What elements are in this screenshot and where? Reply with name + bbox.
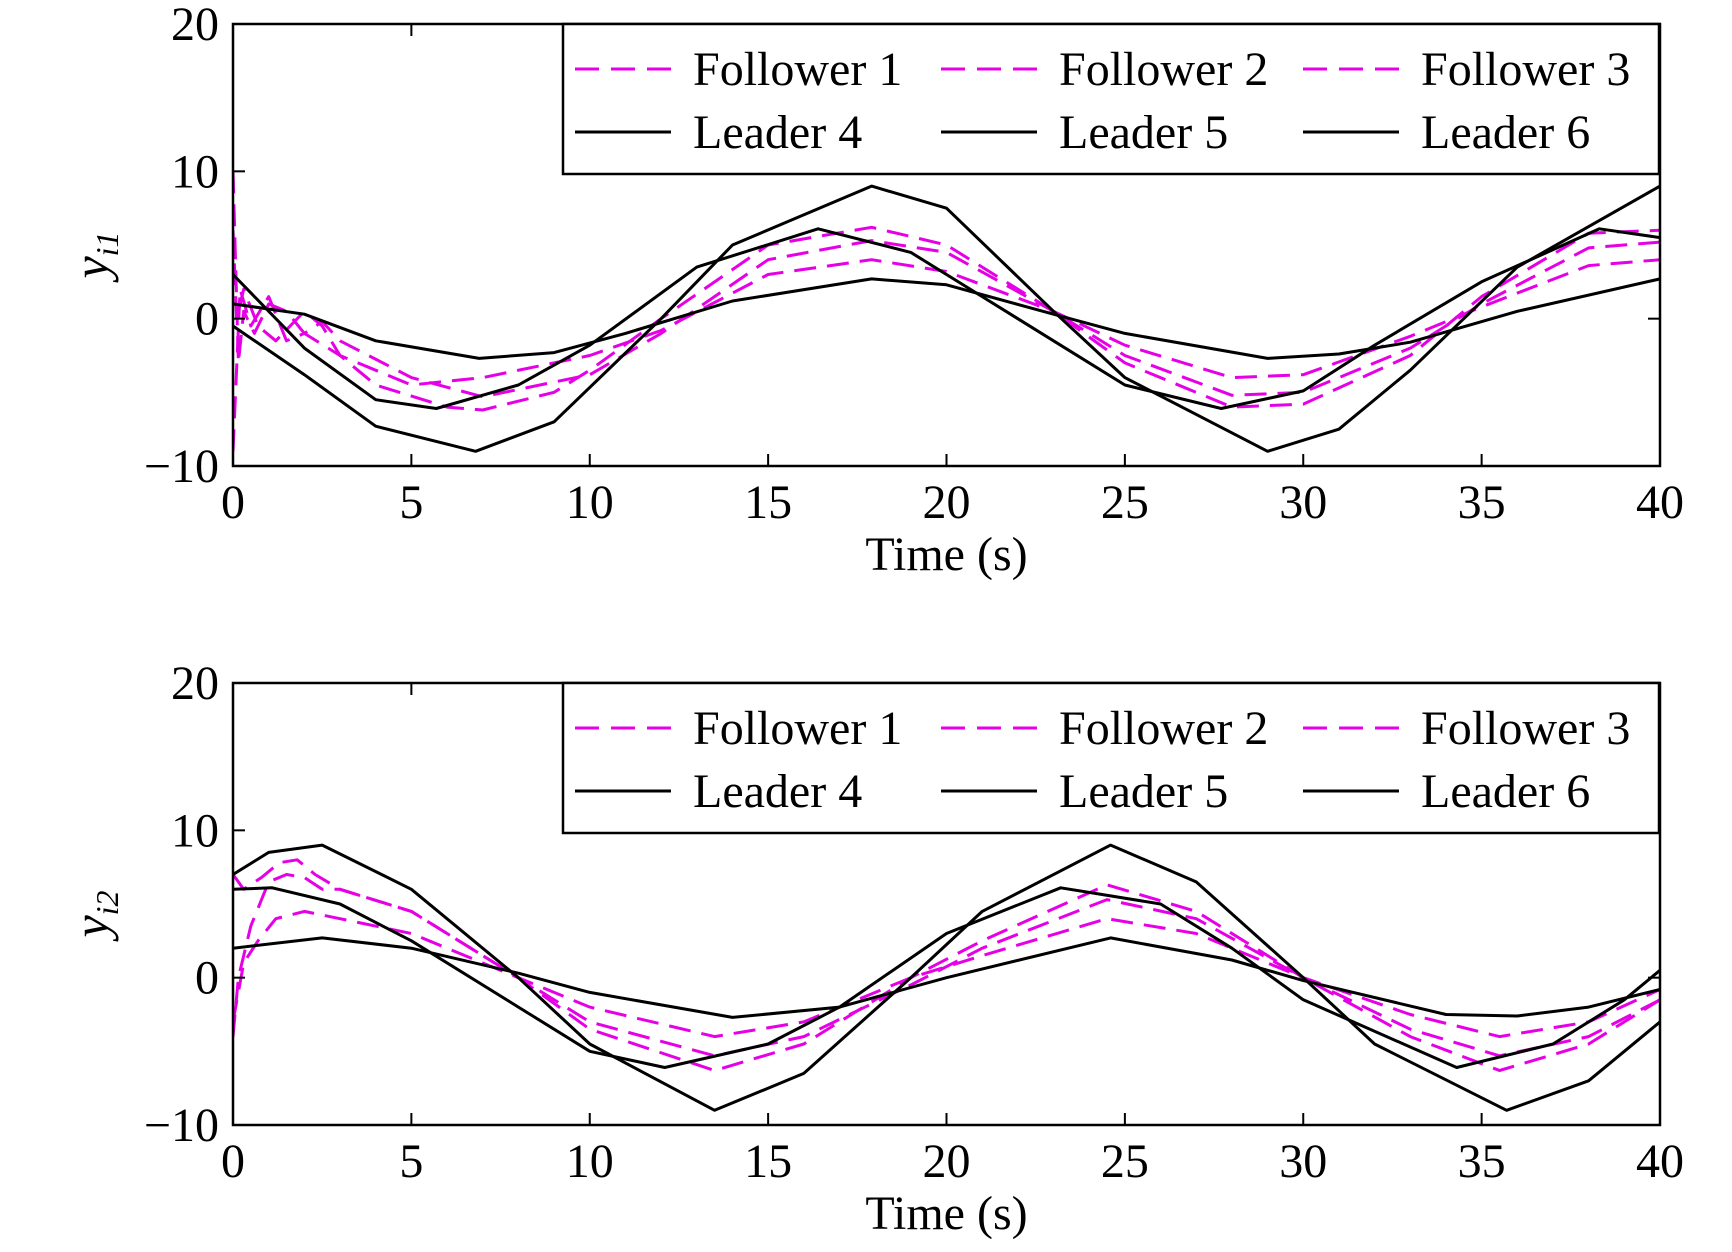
y-tick-label: −10 (144, 440, 219, 493)
x-tick-label: 5 (399, 1135, 423, 1188)
x-tick-label: 25 (1101, 1135, 1149, 1188)
x-axis-label: Time (s) (865, 1187, 1027, 1240)
x-tick-label: 40 (1636, 1135, 1684, 1188)
y-tick-label: 10 (171, 145, 219, 198)
x-tick-label: 35 (1458, 1135, 1506, 1188)
x-tick-label: 0 (221, 1135, 245, 1188)
legend-label: Leader 4 (693, 106, 862, 159)
x-tick-label: 15 (744, 476, 792, 529)
y-tick-label: 10 (171, 804, 219, 857)
x-tick-label: 30 (1279, 1135, 1327, 1188)
legend-label: Follower 1 (693, 43, 902, 96)
series-group (233, 171, 1660, 453)
x-tick-label: 35 (1458, 476, 1506, 529)
legend-box (561, 22, 1661, 176)
legend: Follower 1 Follower 2 Follower 3 Leader 4 Le… (561, 681, 1661, 835)
x-tick-label: 20 (923, 1135, 971, 1188)
legend: Follower 1 Follower 2 Follower 3 Leader 4 Le… (561, 22, 1661, 176)
y-axis-label: yi2 (63, 890, 125, 942)
legend-label: Follower 1 (693, 702, 902, 755)
series-line-leader-6 (233, 843, 1660, 1112)
x-tick-label: 10 (566, 1135, 614, 1188)
legend-label: Follower 3 (1421, 43, 1630, 96)
y-tick-label: −10 (144, 1099, 219, 1152)
legend-label: Leader 5 (1059, 765, 1228, 818)
legend-label: Follower 2 (1059, 702, 1268, 755)
series-line-follower-3 (233, 858, 1660, 1072)
legend-label: Follower 2 (1059, 43, 1268, 96)
series-line-leader-4 (233, 277, 1660, 360)
legend-label: Leader 6 (1421, 106, 1590, 159)
x-tick-label: 20 (923, 476, 971, 529)
legend-box (561, 681, 1661, 835)
series-line-leader-5 (233, 886, 1660, 1069)
y-tick-label: 20 (171, 0, 219, 51)
series-line-follower-2 (233, 258, 1660, 452)
y-axis-label: yi1 (63, 231, 125, 283)
x-axis-label: Time (s) (865, 528, 1027, 581)
x-tick-label: 15 (744, 1135, 792, 1188)
legend-label: Follower 3 (1421, 702, 1630, 755)
series-line-follower-2 (233, 909, 1660, 1039)
series-line-follower-3 (233, 225, 1660, 412)
y-tick-label: 0 (195, 952, 219, 1005)
series-group (233, 843, 1660, 1112)
legend-label: Leader 4 (693, 765, 862, 818)
x-tick-label: 5 (399, 476, 423, 529)
x-tick-label: 40 (1636, 476, 1684, 529)
legend-label: Leader 5 (1059, 106, 1228, 159)
series-line-leader-5 (233, 227, 1660, 410)
x-tick-label: 10 (566, 476, 614, 529)
series-line-leader-6 (233, 184, 1660, 453)
y-tick-label: 0 (195, 293, 219, 346)
series-line-leader-4 (233, 936, 1660, 1019)
legend-label: Leader 6 (1421, 765, 1590, 818)
x-tick-label: 0 (221, 476, 245, 529)
series-line-follower-1 (233, 873, 1660, 1058)
x-tick-label: 30 (1279, 476, 1327, 529)
y-tick-label: 20 (171, 657, 219, 710)
x-tick-label: 25 (1101, 476, 1149, 529)
